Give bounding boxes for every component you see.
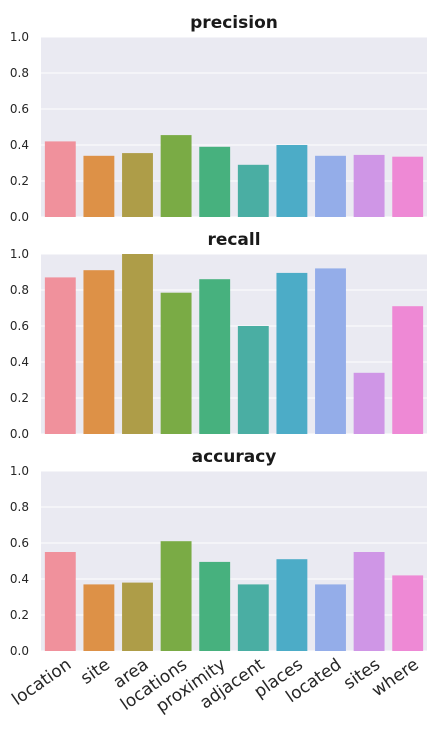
panel-precision: 0.0 0.2 0.4 0.6 0.8 1.0 precision [10, 13, 427, 224]
y-tick-label: 0.8 [10, 66, 29, 80]
bar-sites [353, 552, 385, 651]
y-tick-label: 0.2 [10, 174, 29, 188]
y-tick-label: 0.2 [10, 391, 29, 405]
bar-where [392, 575, 424, 651]
panel-accuracy: 0.0 0.2 0.4 0.6 0.8 1.0 accuracy [10, 447, 427, 658]
y-tick-label: 0.0 [10, 210, 29, 224]
bar-sites [353, 372, 385, 434]
bar-locations [160, 292, 192, 434]
bar-locations [160, 135, 192, 217]
bar-area [122, 153, 153, 217]
bar-area [122, 254, 153, 434]
bar-located [315, 155, 346, 217]
bar-location [44, 141, 76, 217]
bar-adjacent [237, 326, 269, 434]
bar-located [315, 584, 346, 651]
bar-site [83, 584, 115, 651]
bar-location [44, 277, 76, 434]
bar-site [83, 155, 115, 217]
panel-title: precision [190, 13, 278, 33]
bar-proximity [199, 561, 231, 651]
bar-places [276, 145, 308, 217]
bar-located [315, 268, 346, 434]
bar-site [83, 270, 115, 434]
y-tick-label: 0.6 [10, 102, 29, 116]
bar-proximity [199, 279, 231, 434]
bar-adjacent [237, 164, 269, 217]
x-tick-label: location [8, 655, 75, 710]
y-tick-label: 1.0 [10, 247, 29, 261]
bar-adjacent [237, 584, 269, 651]
y-tick-label: 1.0 [10, 464, 29, 478]
y-tick-label: 0.4 [10, 355, 29, 369]
x-tick-label: site [77, 655, 114, 689]
bar-places [276, 272, 308, 434]
bar-sites [353, 154, 385, 217]
y-tick-label: 0.8 [10, 283, 29, 297]
bar-where [392, 156, 424, 217]
y-tick-label: 0.0 [10, 644, 29, 658]
bar-area [122, 582, 153, 651]
y-tick-label: 0.2 [10, 608, 29, 622]
bar-where [392, 306, 424, 434]
bar-places [276, 559, 308, 651]
bar-location [44, 552, 76, 651]
y-tick-label: 0.8 [10, 500, 29, 514]
y-tick-label: 0.4 [10, 138, 29, 152]
panel-title: recall [207, 230, 260, 250]
y-tick-label: 0.6 [10, 536, 29, 550]
bar-locations [160, 541, 192, 651]
panel-title: accuracy [192, 447, 277, 467]
panel-recall: 0.0 0.2 0.4 0.6 0.8 1.0 recall [10, 230, 427, 441]
y-tick-label: 0.0 [10, 427, 29, 441]
bar-proximity [199, 146, 231, 217]
y-tick-label: 0.6 [10, 319, 29, 333]
y-tick-label: 1.0 [10, 30, 29, 44]
y-tick-label: 0.4 [10, 572, 29, 586]
